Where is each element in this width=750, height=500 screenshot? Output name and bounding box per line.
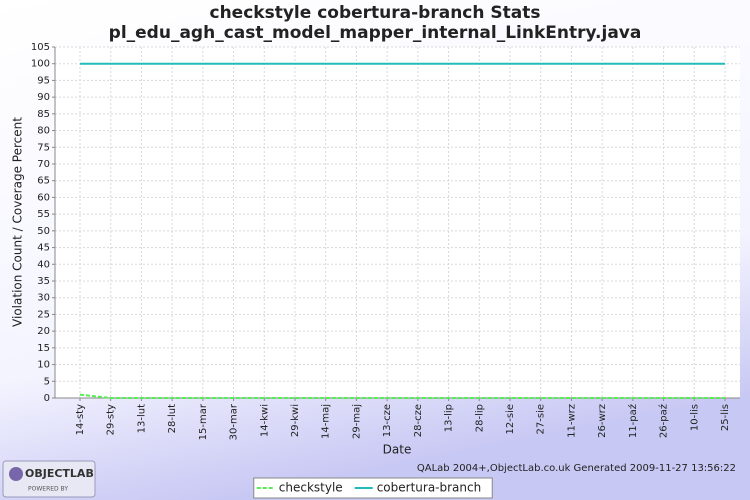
logo-icon	[9, 467, 23, 481]
legend-label: checkstyle	[279, 481, 343, 495]
x-tick-label: 28-lut	[167, 404, 178, 433]
x-tick-label: 13-lut	[136, 404, 147, 433]
legend-box	[253, 477, 493, 499]
y-tick-label: 60	[37, 192, 50, 203]
y-tick-label: 15	[37, 343, 50, 354]
logo-box	[2, 460, 96, 498]
y-tick-label: 55	[37, 209, 50, 220]
y-tick-label: 100	[31, 59, 50, 70]
x-tick-label: 11-paź	[627, 404, 639, 438]
y-tick-label: 0	[44, 393, 50, 404]
x-tick-label: 26-paź	[658, 404, 670, 438]
x-tick-label: 10-lis	[689, 404, 700, 431]
footer: QALab 2004+,ObjectLab.co.uk Generated 20…	[417, 463, 736, 474]
x-tick-label: 29-kwi	[290, 404, 301, 437]
y-tick-label: 20	[37, 326, 50, 337]
y-tick-label: 50	[37, 226, 50, 237]
x-tick-label: 29-sty	[106, 404, 117, 435]
x-tick-label: 13-lip	[444, 404, 455, 432]
y-axis-label: Violation Count / Coverage Percent	[11, 117, 25, 327]
x-axis-label: Date	[383, 443, 412, 457]
x-tick-label: 14-kwi	[259, 404, 270, 437]
logo-name: OBJECTLAB	[25, 467, 94, 480]
x-tick-label: 27-sie	[536, 404, 547, 434]
y-tick-label: 30	[37, 293, 50, 304]
y-tick-label: 5	[44, 376, 50, 387]
y-tick-label: 25	[37, 309, 50, 320]
y-tick-label: 105	[31, 42, 50, 53]
y-tick-label: 10	[37, 360, 50, 371]
y-tick-label: 90	[37, 92, 50, 103]
x-tick-label: 14-maj	[321, 404, 332, 439]
series-line	[79, 393, 725, 399]
chart-title: checkstyle cobertura-branch Stats	[210, 3, 541, 23]
y-tick-label: 35	[37, 276, 50, 287]
x-tick-label: 28-cze	[413, 404, 424, 437]
y-tick-label: 80	[37, 126, 50, 137]
y-tick-label: 95	[37, 75, 50, 86]
x-tick-label: 26-wrz	[597, 404, 608, 438]
x-tick-label: 14-sty	[75, 404, 86, 435]
x-tick-label: 29-maj	[351, 404, 362, 439]
logo-tagline: POWERED BY	[28, 486, 68, 493]
y-tick-label: 85	[37, 109, 50, 120]
y-tick-label: 75	[37, 142, 50, 153]
logo: OBJECTLAB POWERED BY	[2, 460, 96, 498]
y-tick-label: 45	[37, 243, 50, 254]
y-tick-label: 65	[37, 176, 50, 187]
x-tick-label: 15-mar	[198, 403, 209, 440]
x-tick-label: 12-sie	[505, 404, 516, 434]
x-tick-label: 13-cze	[382, 404, 393, 437]
x-tick-label: 28-lip	[474, 404, 485, 432]
y-tick-label: 70	[37, 159, 50, 170]
x-tick-label: 11-wrz	[566, 404, 577, 438]
x-tick-label: 30-mar	[229, 403, 240, 440]
plot-area	[55, 47, 740, 398]
chart-subtitle: pl_edu_agh_cast_model_mapper_internal_Li…	[109, 23, 642, 43]
legend: checkstyle cobertura-branch	[253, 477, 493, 499]
x-tick-label: 25-lis	[720, 404, 731, 431]
legend-label: cobertura-branch	[377, 481, 482, 495]
y-tick-label: 40	[37, 259, 50, 270]
